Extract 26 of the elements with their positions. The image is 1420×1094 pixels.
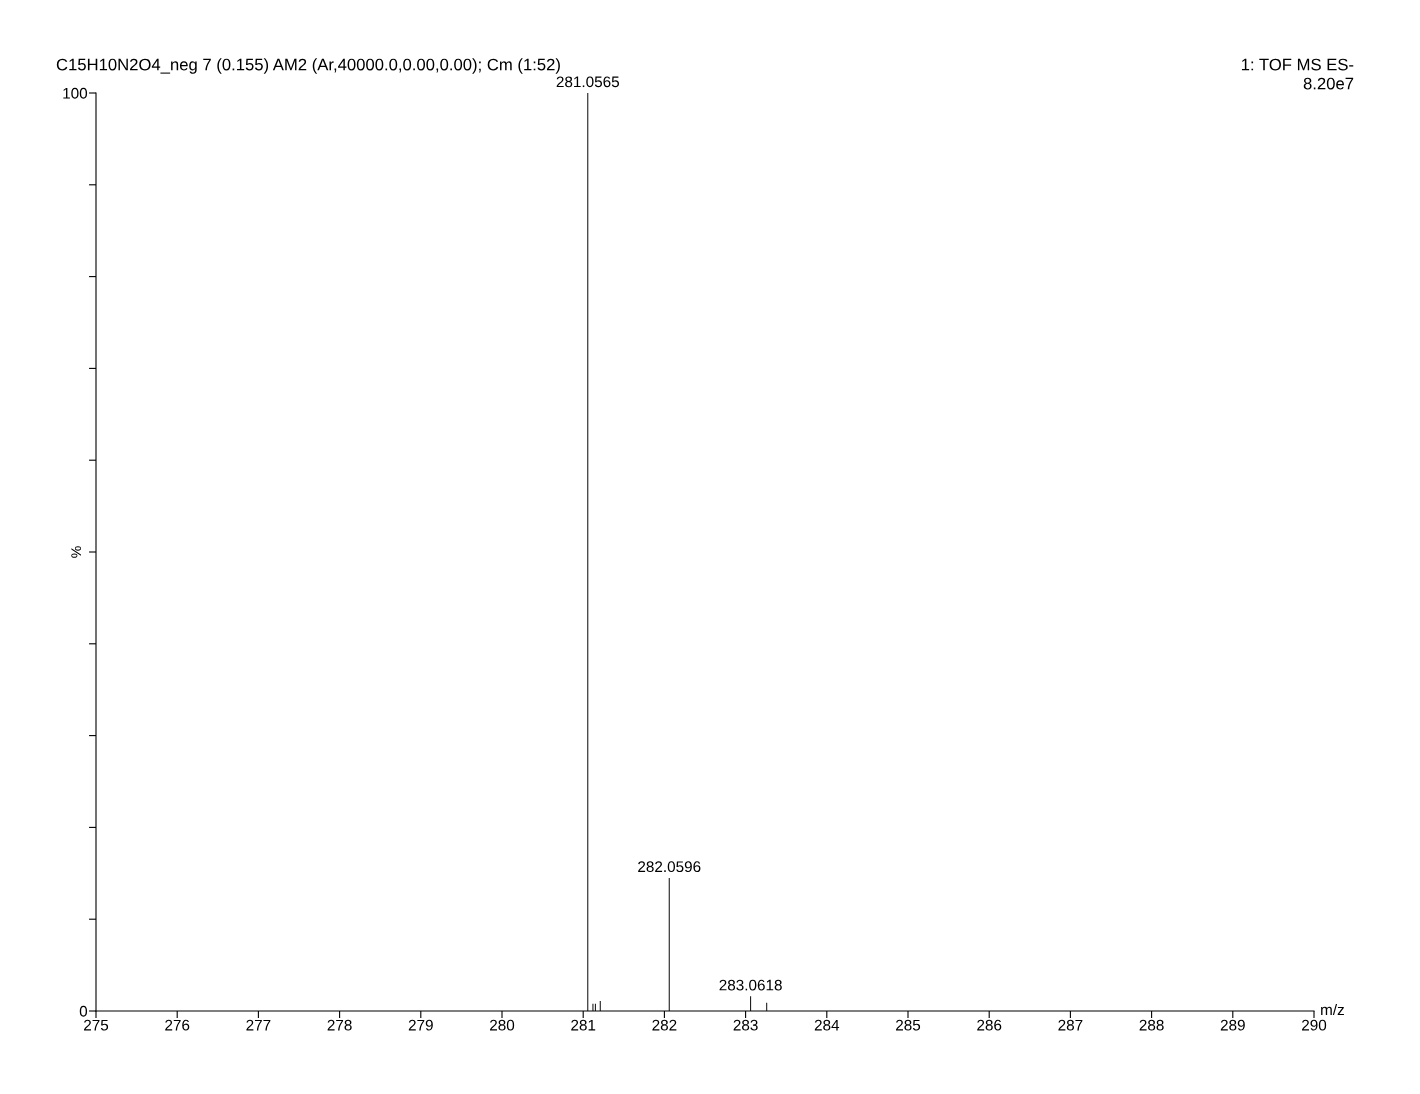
x-tick-label: 280 (490, 1019, 515, 1031)
x-tick-label: 288 (1139, 1019, 1164, 1031)
y-axis-title: % (71, 546, 82, 558)
text: 8.20e7 (1303, 77, 1354, 90)
x-tick-label: 276 (165, 1019, 190, 1031)
x-tick-label: 281 (571, 1019, 596, 1031)
annotation: 281.0565 (556, 76, 620, 88)
x-tick-label: 284 (814, 1019, 840, 1031)
x-tick-label: 282 (652, 1019, 677, 1031)
y-tick-label: 100 (63, 87, 88, 99)
x-tick-label: 286 (977, 1019, 1002, 1031)
annotation: 282.0596 (638, 861, 701, 873)
y-tick-label: 0 (79, 1005, 88, 1017)
x-tick-label: 283 (733, 1019, 758, 1031)
x-tick-label: 285 (896, 1019, 921, 1031)
x-tick-label: 275 (84, 1019, 109, 1031)
x-tick-label: 277 (246, 1019, 271, 1031)
x-axis-title: m/z (1321, 1003, 1344, 1016)
x-tick-label: 279 (408, 1019, 433, 1031)
x-tick-label: 290 (1302, 1019, 1327, 1031)
x-tick-label: 289 (1220, 1019, 1245, 1031)
x-tick-label: 287 (1058, 1019, 1083, 1031)
annotation: 283.0618 (719, 979, 782, 991)
x-tick-label: 278 (327, 1019, 352, 1031)
text: 1: TOF MS ES- (1241, 58, 1354, 71)
chart-title: C15H10N2O4_neg 7 (0.155) AM2 (Ar,40000.0,0.00,0.00); Cm (1:52) (56, 58, 560, 74)
